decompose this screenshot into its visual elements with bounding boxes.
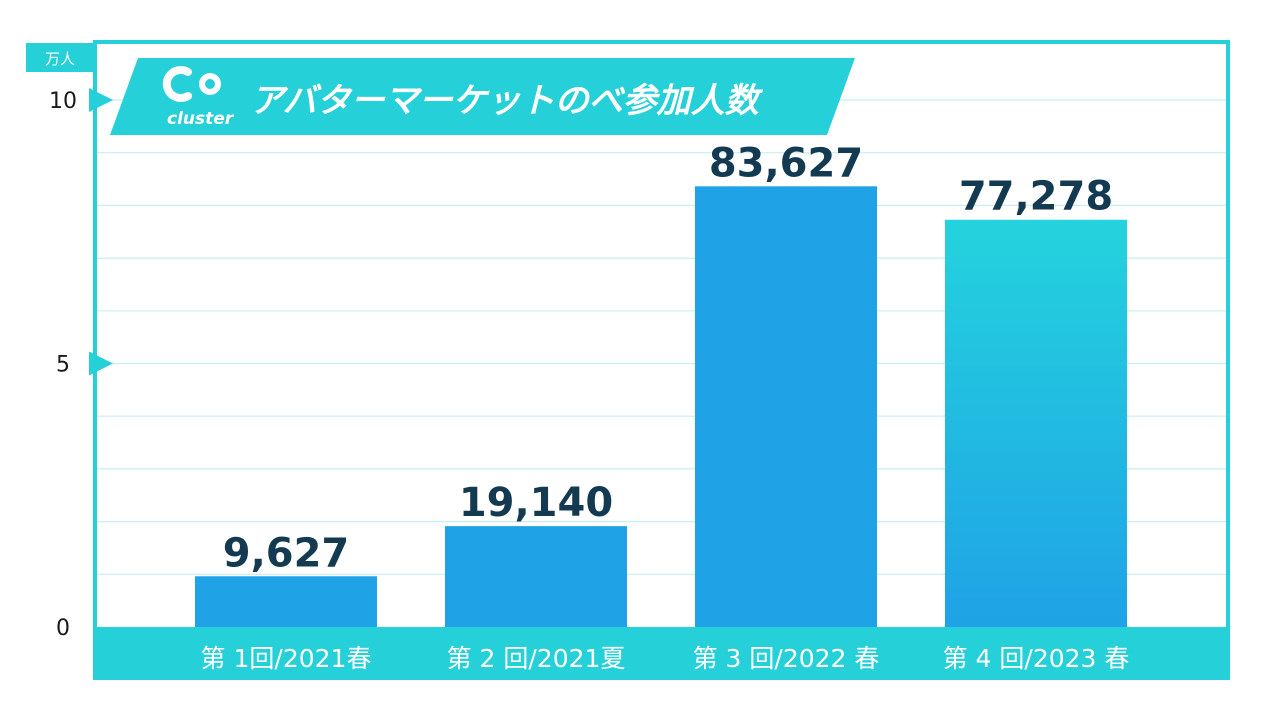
y-tick-marker: [89, 351, 113, 376]
bar: [695, 186, 877, 627]
bar: [195, 576, 377, 627]
y-tick-label: 10: [49, 89, 77, 114]
data-label: 83,627: [709, 140, 863, 186]
x-tick-label: 第 2 回/2021夏: [447, 644, 626, 673]
y-axis-ticks: 0 5 10: [49, 88, 113, 641]
x-axis-band: [95, 627, 1228, 678]
bar: [445, 526, 627, 627]
data-label: 77,278: [959, 174, 1113, 220]
unit-label: 万人: [45, 50, 75, 68]
chart-title: アバターマーケットのべ参加人数: [250, 81, 764, 121]
unit-box: [26, 43, 94, 72]
logo-c-mark: [162, 66, 192, 102]
bar: [945, 219, 1127, 627]
logo-text: cluster: [167, 109, 235, 129]
bars: 9,627 19,140 83,627 77,278: [195, 140, 1127, 627]
x-tick-label: 第 3 回/2022 春: [693, 644, 880, 673]
title-banner: [110, 58, 855, 135]
y-tick-marker: [89, 88, 113, 112]
x-tick-label: 第 4 回/2023 春: [943, 644, 1130, 673]
cluster-logo: cluster: [162, 66, 235, 129]
data-label: 19,140: [459, 480, 613, 526]
x-axis-labels: 第 1回/2021春 第 2 回/2021夏 第 3 回/2022 春 第 4 回/2…: [201, 644, 1130, 673]
data-label: 9,627: [223, 530, 350, 576]
x-tick-label: 第 1回/2021春: [201, 644, 372, 673]
y-tick-label: 5: [56, 353, 70, 378]
y-tick-label: 0: [56, 616, 70, 641]
